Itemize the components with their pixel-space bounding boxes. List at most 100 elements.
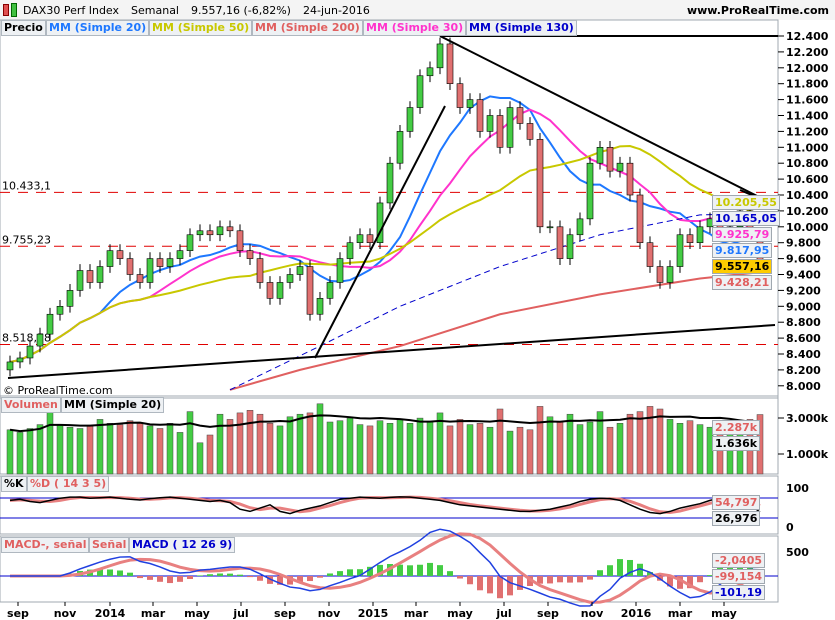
legend-item[interactable]: MM (Simple 200) xyxy=(252,20,363,36)
candle xyxy=(436,43,444,69)
x-tick-label: may xyxy=(184,607,210,620)
value-tag: 26,976 xyxy=(712,511,761,526)
y-tick-label: 10.200 xyxy=(786,205,829,218)
macd-hist-bar xyxy=(367,566,373,576)
x-tick-label: mar xyxy=(141,607,166,620)
candle xyxy=(396,131,404,164)
candle xyxy=(6,361,14,371)
macd-hist-bar xyxy=(697,576,703,583)
candle xyxy=(386,162,394,204)
candle xyxy=(186,234,194,251)
volume-bar xyxy=(586,421,594,475)
x-tick-label: sep xyxy=(537,607,559,620)
macd-hist-bar xyxy=(437,565,443,576)
value-tag: 54,797 xyxy=(712,495,761,510)
ma50-line xyxy=(9,145,761,363)
macd-hist-bar xyxy=(177,576,183,582)
volume-bar xyxy=(286,416,294,475)
legend-item[interactable]: %K xyxy=(1,476,27,492)
macd-hist-bar xyxy=(517,576,523,590)
legend-item[interactable]: MM (Simple 130) xyxy=(466,20,577,36)
macd-hist-bar xyxy=(127,572,133,576)
candle xyxy=(696,226,704,244)
candle xyxy=(466,99,474,108)
macd-hist-bar xyxy=(557,576,563,583)
candle xyxy=(496,115,504,148)
legend-item[interactable]: Señal xyxy=(89,537,130,553)
ma200-line xyxy=(229,271,761,391)
volume-bar xyxy=(546,416,554,475)
y-tick-label: 9.200 xyxy=(786,284,821,297)
candle xyxy=(66,290,74,307)
macd-hist-bar xyxy=(587,576,593,580)
x-tick-label: mar xyxy=(404,607,429,620)
volume-bar xyxy=(236,412,244,475)
value-tag: 9.925,79 xyxy=(712,227,773,242)
macd-hist-bar xyxy=(707,575,713,576)
legend-item[interactable]: MM (Simple 30) xyxy=(363,20,467,36)
volume-bar xyxy=(566,413,574,475)
legend-item[interactable]: MM (Simple 20) xyxy=(46,20,150,36)
macd-tick-label: 500 xyxy=(786,546,809,559)
volume-bar xyxy=(216,413,224,475)
last-price: 9.557,16 (-6,82%) xyxy=(191,3,291,17)
volume-bar xyxy=(646,406,654,475)
macd-hist-bar xyxy=(577,576,583,583)
macd-hist-bar xyxy=(247,576,253,578)
legend-item[interactable]: MM (Simple 20) xyxy=(61,397,165,413)
stoch-k-line xyxy=(9,496,761,515)
volume-bar xyxy=(146,425,154,475)
y-tick-label: 12.400 xyxy=(786,30,829,43)
macd-hist-bar xyxy=(157,576,163,582)
x-tick-label: may xyxy=(711,607,737,620)
candle xyxy=(346,242,354,259)
macd-hist-bar xyxy=(167,576,173,584)
y-tick-label: 11.200 xyxy=(786,125,829,138)
volume-tick-label: 1.000k xyxy=(786,448,829,461)
x-tick-label: 2014 xyxy=(95,607,126,620)
level-label: 8.518,78 xyxy=(2,332,51,345)
volume-bar xyxy=(356,424,364,475)
volume-bar xyxy=(446,425,454,475)
volume-bar xyxy=(296,413,304,475)
macd-hist-bar xyxy=(257,576,263,581)
volume-bar xyxy=(176,432,184,475)
volume-bar xyxy=(536,406,544,475)
candle xyxy=(336,258,344,283)
volume-bar xyxy=(246,410,254,475)
candle xyxy=(556,226,564,259)
legend-item[interactable]: MACD ( 12 26 9) xyxy=(129,537,236,553)
candle xyxy=(176,250,184,259)
volume-bar xyxy=(126,420,134,475)
macd-hist-bar xyxy=(147,576,153,580)
legend-item[interactable]: Volumen xyxy=(1,397,61,413)
x-tick-label: jul xyxy=(232,607,248,620)
legend-item[interactable]: MM (Simple 50) xyxy=(149,20,253,36)
volume-bar xyxy=(326,421,334,475)
volume-bar xyxy=(96,419,104,475)
x-tick-label: may xyxy=(447,607,473,620)
y-tick-label: 9.000 xyxy=(786,300,821,313)
candle xyxy=(356,234,364,243)
candle xyxy=(136,274,144,283)
legend-item[interactable]: Precio xyxy=(1,20,46,36)
macd-line xyxy=(10,528,761,607)
macd-hist-bar xyxy=(287,576,293,585)
value-tag: 10.205,55 xyxy=(712,195,780,210)
volume-bar xyxy=(676,423,684,475)
y-tick-label: 8.000 xyxy=(786,380,821,393)
legend-item[interactable]: MACD-, señal xyxy=(1,537,90,553)
volume-bar xyxy=(386,423,394,475)
legend-item[interactable]: %D ( 14 3 5) xyxy=(27,476,110,492)
macd-hist-bar xyxy=(417,564,423,576)
candle xyxy=(416,75,424,108)
candle xyxy=(276,282,284,299)
candle xyxy=(476,99,484,132)
y-tick-label: 10.800 xyxy=(786,157,829,170)
volume-bar xyxy=(266,423,274,475)
volume-bar xyxy=(416,417,424,475)
volume-bar xyxy=(556,421,564,475)
macd-hist-bar xyxy=(647,572,653,576)
x-tick-label: nov xyxy=(318,607,341,620)
